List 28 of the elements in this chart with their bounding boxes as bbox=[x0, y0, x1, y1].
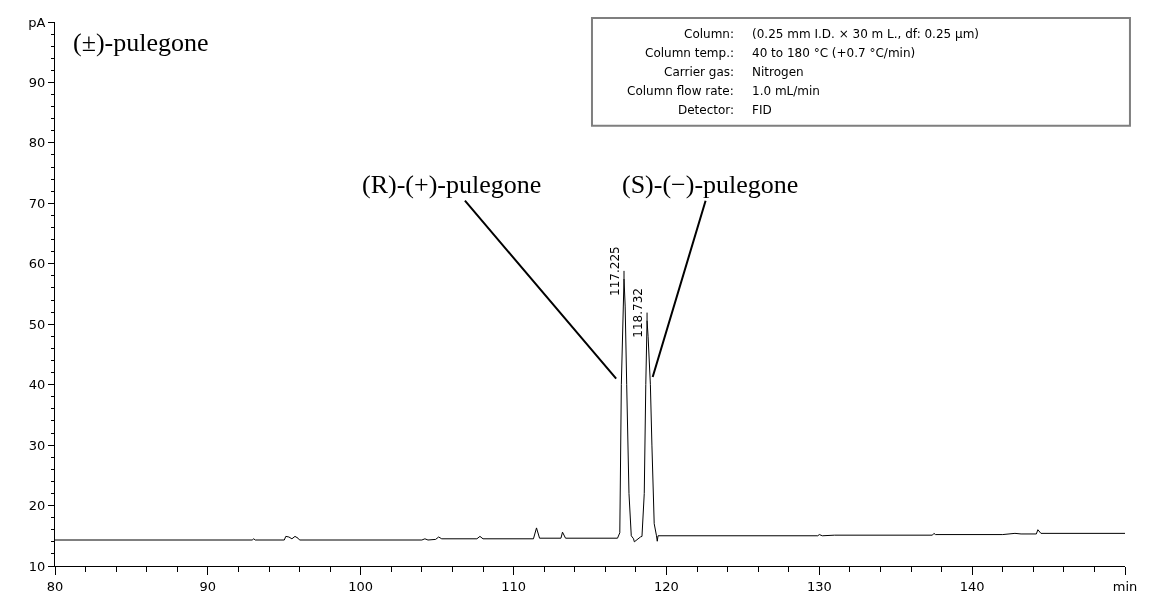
y-tick-label: 80 bbox=[28, 135, 46, 151]
y-tick-label: pA bbox=[28, 14, 46, 30]
y-tick-label: 30 bbox=[28, 437, 46, 453]
text: Column temp.: 40 to 180 °C (+0.7 °C/min) bbox=[645, 46, 916, 60]
chart-title: (±)-pulegone bbox=[73, 28, 209, 58]
text: Column flow rate: 1.0 mL/min bbox=[627, 84, 820, 98]
annotation: (S)-(−)-pulegone bbox=[622, 170, 799, 199]
x-tick-label: 80 bbox=[46, 578, 64, 594]
y-tick-label: 40 bbox=[28, 377, 46, 393]
text: Carrier gas: Nitrogen bbox=[664, 65, 804, 79]
x-tick-label: 90 bbox=[199, 578, 217, 594]
y-tick-label: 60 bbox=[28, 256, 46, 272]
annotation: (R)-(+)-pulegone bbox=[362, 170, 542, 199]
text: Detector: FID bbox=[678, 103, 772, 117]
x-tick-label: 120 bbox=[654, 578, 679, 594]
y-tick-label: 20 bbox=[28, 498, 46, 514]
text: Column: (0.25 mm I.D. × 30 m L., df: 0.25 µm) bbox=[684, 27, 980, 41]
x-tick-label: 140 bbox=[959, 578, 985, 594]
x-tick-label: 100 bbox=[348, 578, 374, 594]
x-tick-label: 130 bbox=[806, 578, 832, 594]
y-tick-label: 90 bbox=[28, 74, 46, 90]
annotation: 118.732 bbox=[631, 288, 646, 338]
y-tick-label: 10 bbox=[28, 558, 46, 574]
y-tick-label: 50 bbox=[28, 316, 46, 332]
x-tick-label: min bbox=[1112, 578, 1138, 594]
y-tick-label: 70 bbox=[28, 195, 46, 211]
annotation: 117.225 bbox=[608, 246, 623, 296]
x-tick-label: 110 bbox=[501, 578, 526, 594]
